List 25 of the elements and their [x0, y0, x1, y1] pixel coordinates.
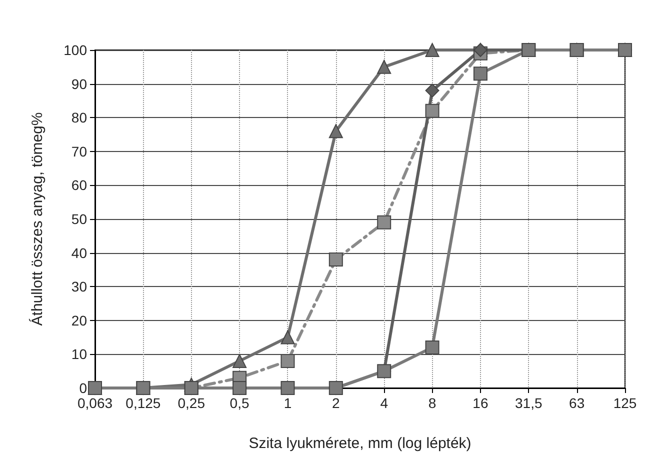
x-tick-label: 0,5 [230, 395, 250, 411]
y-axis-title: Áthullott összes anyag, tömeg% [28, 112, 46, 326]
y-tick-label: 50 [71, 211, 88, 227]
y-tick-label: 80 [71, 110, 88, 126]
x-tick-label: 8 [428, 395, 436, 411]
y-tick-label: 10 [71, 346, 88, 362]
x-tick-label: 16 [472, 395, 488, 411]
x-tick-label: 63 [569, 395, 585, 411]
y-tick-label: 100 [64, 42, 88, 58]
y-tick-label: 20 [71, 312, 88, 328]
x-tick-label: 0,125 [126, 395, 161, 411]
y-tick-label: 90 [71, 76, 88, 92]
x-tick-label: 4 [380, 395, 388, 411]
x-tick-label: 0,25 [178, 395, 206, 411]
y-tick-label: 40 [71, 244, 88, 261]
x-tick-label: 1 [284, 395, 292, 411]
x-tick-label: 125 [613, 395, 637, 411]
y-tick-label: 30 [71, 278, 88, 295]
y-tick-label: 70 [71, 143, 88, 160]
x-tick-label: 31,5 [515, 395, 542, 411]
y-tick-label: 0 [79, 380, 88, 396]
x-tick-label: 2 [332, 395, 340, 411]
y-tick-label: 60 [71, 177, 88, 194]
x-tick-label: 0,063 [77, 395, 113, 411]
x-axis-title: Szita lyukmérete, mm (log lépték) [248, 435, 472, 452]
